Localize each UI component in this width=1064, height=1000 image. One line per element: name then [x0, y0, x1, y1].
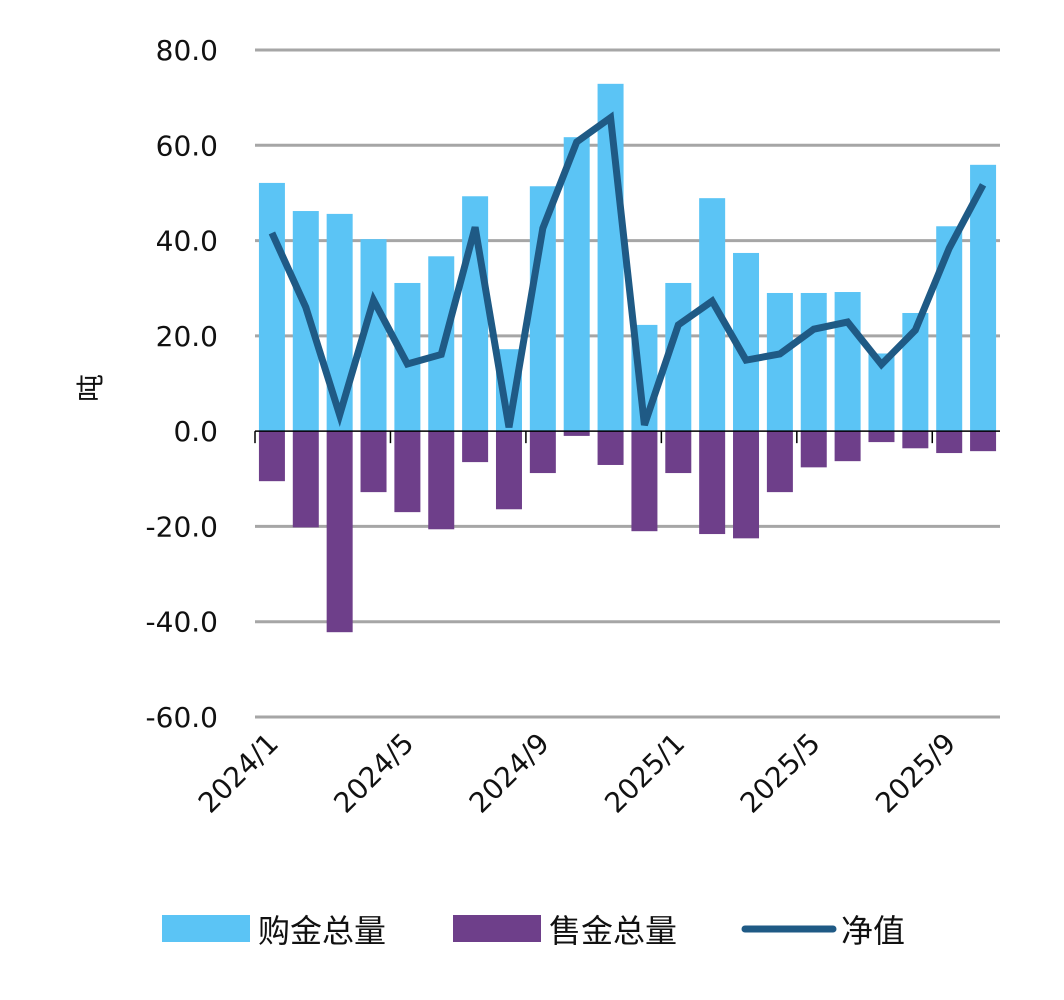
bar-sale: [699, 431, 726, 535]
bar-sale: [597, 431, 624, 465]
bar-sale: [563, 431, 590, 436]
y-tick-label: 40.0: [156, 225, 218, 258]
legend-label: 净值: [841, 912, 905, 950]
y-axis-label: 吨: [74, 374, 107, 402]
bar-sale: [902, 431, 929, 449]
bar-purchase: [258, 182, 285, 432]
y-tick-label: -20.0: [146, 510, 218, 543]
bar-purchase: [834, 292, 861, 432]
y-tick-label: -60.0: [146, 701, 218, 734]
bar-sale: [326, 431, 353, 633]
legend-label: 购金总量: [258, 912, 386, 950]
bar-sale: [665, 431, 692, 474]
bar-purchase: [292, 211, 319, 432]
bar-purchase: [563, 137, 590, 432]
bar-purchase: [970, 164, 997, 432]
x-tick-label: 2024/5: [327, 727, 420, 820]
bar-sale: [258, 431, 285, 482]
x-tick-label: 2024/9: [463, 727, 556, 820]
bar-sale: [428, 431, 455, 530]
y-tick-label: -40.0: [146, 606, 218, 639]
legend-swatch: [162, 915, 250, 942]
bar-sale: [834, 431, 861, 462]
y-tick-labels: 80.0 60.0 40.0 20.0 0.0 -20.0 -40.0 -60.0: [146, 34, 218, 734]
y-tick-label: 60.0: [156, 129, 218, 162]
y-tick-label: 80.0: [156, 34, 218, 67]
bar-sale: [936, 431, 963, 454]
bar-sale: [631, 431, 658, 532]
bar-sale: [733, 431, 760, 539]
x-tick-labels: 2024/1 2024/5 2024/9 2025/1 2025/5 2025/9: [192, 727, 962, 820]
bar-sale: [394, 431, 421, 513]
y-tick-label: 20.0: [156, 320, 218, 353]
legend: 购金总量 售金总量 净值: [162, 912, 905, 950]
bar-sale: [970, 431, 997, 452]
bar-sale: [766, 431, 793, 493]
x-axis: [254, 430, 1000, 444]
bar-sale: [495, 431, 522, 510]
bar-purchase: [326, 213, 353, 432]
bar-sale: [360, 431, 387, 493]
net-line: [268, 111, 987, 428]
x-tick-label: 2025/5: [734, 727, 827, 820]
bar-purchase: [766, 292, 793, 432]
x-tick-label: 2025/1: [598, 727, 691, 820]
bar-sale: [800, 431, 827, 468]
bar-sale: [292, 431, 319, 528]
x-tick-label: 2025/9: [869, 727, 962, 820]
legend-swatch: [453, 915, 541, 942]
bar-sale: [462, 431, 489, 463]
net-value-line: [268, 111, 987, 428]
bar-sale: [868, 431, 895, 443]
legend-label: 售金总量: [549, 912, 677, 950]
x-tick-label: 2024/1: [192, 727, 285, 820]
bar-sale: [529, 431, 556, 474]
bar-purchase: [800, 292, 827, 432]
y-tick-label: 0.0: [173, 415, 218, 448]
